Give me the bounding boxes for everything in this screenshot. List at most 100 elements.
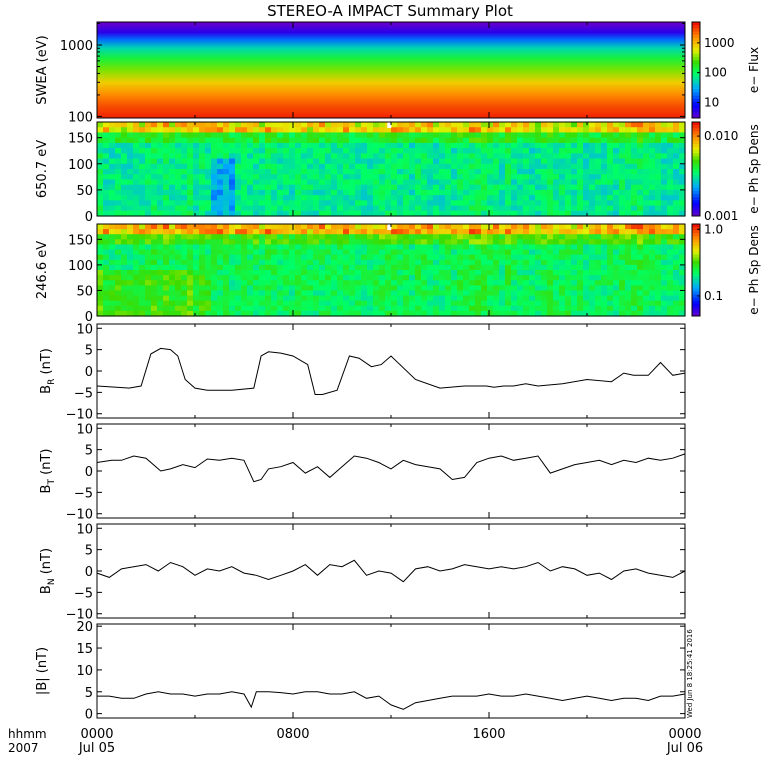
heatmap-cell [157,189,164,196]
heatmap-cell [247,310,254,317]
heatmap-cell [439,174,446,181]
heatmap-cell [307,244,314,251]
heatmap-cell [667,184,674,191]
heatmap-cell [127,280,134,286]
heatmap-cell [283,254,290,261]
heatmap-cell [163,189,170,196]
heatmap-cell [241,169,248,175]
heatmap-cell [499,132,506,139]
heatmap-cell [499,158,506,165]
heatmap-cell [661,163,668,170]
heatmap-cell [319,122,326,128]
heatmap-cell [469,184,476,191]
heatmap-cell [661,224,668,230]
heatmap-cell [385,300,392,307]
heatmap-cell [109,179,116,186]
heatmap-cell [187,174,194,181]
heatmap-cell [625,148,632,154]
heatmap-cell [559,310,566,317]
heatmap-cell [121,254,128,261]
heatmap-cell [331,280,338,286]
heatmap-cell [229,127,236,134]
heatmap-cell [349,195,356,201]
heatmap-cell [403,122,410,128]
heatmap-cell [97,189,104,196]
colorbar-cell [692,245,700,250]
heatmap-cell [679,310,686,317]
heatmap-cell [241,300,248,307]
heatmap-cell [517,254,524,261]
heatmap-cell [295,189,302,196]
heatmap-cell [403,259,410,266]
heatmap-cell [457,153,464,160]
heatmap-cell [607,275,614,281]
heatmap-cell [181,275,188,281]
heatmap-cell [409,254,416,261]
heatmap-cell [271,142,278,149]
heatmap-cell [415,295,422,302]
colorbar-cell [692,60,700,65]
heatmap-cell [241,275,248,281]
heatmap-cell [649,249,656,256]
heatmap-cell [247,224,254,230]
heatmap-cell [247,254,254,261]
heatmap-cell [259,163,266,170]
heatmap-cell [373,234,380,240]
heatmap-cell [445,244,452,251]
heatmap-cell [601,153,608,160]
heatmap-cell [199,224,206,230]
heatmap-cell [301,174,308,181]
heatmap-cell [679,285,686,292]
heatmap-cell [217,163,224,170]
heatmap-cell [625,210,632,217]
heatmap-cell [391,234,398,240]
heatmap-cell [325,310,332,317]
heatmap-cell [247,285,254,292]
heatmap-cell [523,163,530,170]
heatmap-cell [583,310,590,317]
heatmap-cell [559,184,566,191]
heatmap-cell [649,142,656,149]
heatmap-cell [553,169,560,175]
heatmap-cell [259,122,266,128]
heatmap-cell [133,127,140,134]
heatmap-cell [241,148,248,154]
heatmap-cell [643,295,650,302]
heatmap-cell [613,270,620,276]
heatmap-cell [265,300,272,307]
heatmap-cell [511,127,518,134]
heatmap-cell [367,264,374,271]
heatmap-cell [547,239,554,246]
heatmap-cell [481,229,488,235]
heatmap-cell [613,275,620,281]
heatmap-cell [553,300,560,307]
heatmap-cell [97,127,104,134]
heatmap-cell [163,234,170,240]
heatmap-cell [175,310,182,317]
heatmap-cell [481,158,488,165]
heatmap-cell [517,132,524,139]
heatmap-cell [283,249,290,256]
heatmap-cell [517,290,524,297]
heatmap-cell [265,285,272,292]
heatmap-cell [127,285,134,292]
heatmap-cell [631,169,638,175]
heatmap-cell [469,234,476,240]
heatmap-cell [127,305,134,312]
heatmap-cell [565,205,572,212]
heatmap-cell [421,210,428,217]
heatmap-cell [487,280,494,286]
heatmap-cell [421,264,428,271]
heatmap-cell [139,275,146,281]
heatmap-cell [289,163,296,170]
heatmap-cell [295,244,302,251]
heatmap-cell [553,234,560,240]
heatmap-cell [415,300,422,307]
heatmap-cell [187,285,194,292]
heatmap-cell [565,305,572,312]
heatmap-cell [259,200,266,207]
heatmap-cell [571,270,578,276]
heatmap-cell [307,239,314,246]
heatmap-cell [421,254,428,261]
heatmap-cell [649,285,656,292]
